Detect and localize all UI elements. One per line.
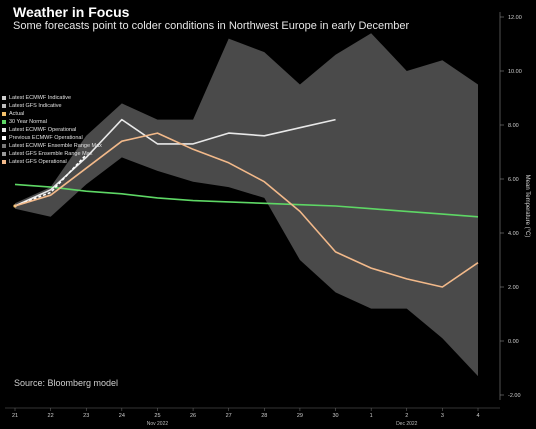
y-tick-label: -2.00 <box>508 393 521 399</box>
month-label: Nov 2022 <box>147 421 169 427</box>
legend-item: Latest GFS Indicative <box>2 102 102 110</box>
legend-label: 30 Year Normal <box>9 119 47 125</box>
x-tick-label: 28 <box>261 413 267 419</box>
x-tick-label: 2 <box>405 413 408 419</box>
x-tick-label: 21 <box>12 413 18 419</box>
legend-label: Latest GFS Operational <box>9 159 67 165</box>
series-line <box>14 154 87 207</box>
legend-swatch <box>2 136 6 140</box>
legend-swatch <box>2 120 6 124</box>
legend-label: Latest ECMWF Operational <box>9 127 77 133</box>
legend-swatch <box>2 104 6 108</box>
legend-swatch <box>2 160 6 164</box>
legend-item: Latest ECMWF Operational <box>2 126 102 134</box>
y-tick-label: 2.00 <box>508 285 519 291</box>
x-tick-label: 4 <box>476 413 479 419</box>
series-line <box>14 118 336 207</box>
y-tick-label: 0.00 <box>508 339 519 345</box>
chart-legend: Latest ECMWF Indicative Latest GFS Indica… <box>2 94 102 166</box>
source-note: Source: Bloomberg model <box>14 378 119 388</box>
y-tick-label: 10.00 <box>508 69 522 75</box>
legend-item: Actual <box>2 110 102 118</box>
y-tick-label: 4.00 <box>508 231 519 237</box>
legend-swatch <box>2 96 6 100</box>
legend-item: Latest ECMWF Indicative <box>2 94 102 102</box>
legend-label: Latest GFS Ensemble Range Max <box>9 151 93 157</box>
series-line <box>14 132 479 288</box>
legend-item: 30 Year Normal <box>2 118 102 126</box>
x-tick-label: 3 <box>441 413 444 419</box>
y-axis-label: Mean Temperature (°C) <box>524 175 530 238</box>
legend-label: Actual <box>9 111 25 117</box>
legend-swatch <box>2 128 6 132</box>
x-tick-label: 1 <box>370 413 373 419</box>
legend-item: Latest ECMWF Ensemble Range Max <box>2 142 102 150</box>
month-label: Dec 2022 <box>396 421 418 427</box>
x-tick-label: 25 <box>154 413 160 419</box>
legend-swatch <box>2 112 6 116</box>
x-tick-label: 26 <box>190 413 196 419</box>
y-tick-label: 8.00 <box>508 123 519 129</box>
ensemble-range-band <box>15 33 478 377</box>
legend-label: Latest ECMWF Indicative <box>9 95 72 101</box>
chart-subtitle: Some forecasts point to colder condition… <box>13 20 410 32</box>
x-tick-label: 30 <box>332 413 338 419</box>
y-tick-label: 6.00 <box>508 177 519 183</box>
legend-swatch <box>2 144 6 148</box>
x-tick-label: 23 <box>83 413 89 419</box>
legend-item: Latest GFS Operational <box>2 158 102 166</box>
legend-label: Previous ECMWF Operational <box>9 135 83 141</box>
chart-title: Weather in Focus <box>13 4 130 20</box>
y-tick-label: 12.00 <box>508 15 522 21</box>
x-tick-label: 29 <box>297 413 303 419</box>
legend-label: Latest GFS Indicative <box>9 103 62 109</box>
x-tick-label: 27 <box>226 413 232 419</box>
legend-item: Latest GFS Ensemble Range Max <box>2 150 102 158</box>
series-line <box>14 183 479 218</box>
x-tick-label: 22 <box>48 413 54 419</box>
legend-swatch <box>2 152 6 156</box>
x-tick-label: 24 <box>119 413 125 419</box>
legend-item: Previous ECMWF Operational <box>2 134 102 142</box>
legend-label: Latest ECMWF Ensemble Range Max <box>9 143 102 149</box>
